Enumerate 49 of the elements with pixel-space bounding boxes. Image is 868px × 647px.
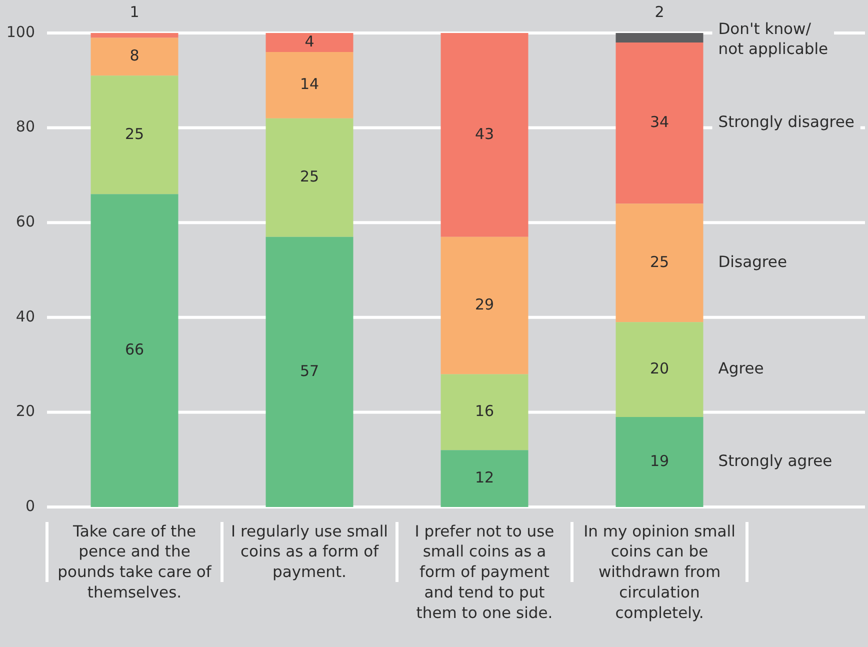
- x-tick-label: In my opinion small coins can be withdrawn from circulation completely.: [584, 522, 736, 622]
- y-tick-label: 20: [16, 402, 35, 420]
- x-tick-label: I regularly use small coins as a form of payment.: [231, 522, 388, 582]
- bar: [90, 194, 178, 507]
- data-label: 19: [650, 452, 670, 470]
- bar: [90, 76, 178, 194]
- bar: [440, 450, 528, 507]
- bar: [616, 204, 704, 322]
- bar: [266, 118, 354, 237]
- data-label: 20: [650, 359, 670, 378]
- bar: [616, 416, 704, 507]
- bar: [266, 236, 354, 507]
- bar: [440, 33, 528, 237]
- bar: [266, 33, 354, 52]
- bar: [90, 38, 178, 76]
- data-label: 66: [124, 340, 144, 358]
- series-label: Agree: [718, 360, 764, 378]
- data-label: 16: [474, 402, 494, 420]
- data-label: 43: [474, 124, 494, 143]
- data-label: 4: [304, 32, 314, 50]
- bar: [440, 236, 528, 374]
- y-tick-label: 80: [16, 118, 35, 136]
- data-label: 14: [300, 75, 320, 94]
- data-label: 1: [130, 2, 140, 21]
- bar: [616, 33, 704, 42]
- y-tick-label: 60: [16, 212, 35, 230]
- data-label: 8: [130, 46, 140, 65]
- data-label: 25: [300, 167, 320, 186]
- data-label: 34: [650, 112, 670, 131]
- data-label: 2: [654, 2, 664, 21]
- series-label: Don't know/ not applicable: [718, 20, 828, 58]
- bar: [616, 42, 704, 204]
- y-tick-label: 0: [25, 496, 35, 515]
- data-label: 12: [474, 468, 494, 486]
- bar: [440, 374, 528, 450]
- data-label: 25: [650, 252, 670, 271]
- series-label: Strongly agree: [718, 452, 832, 470]
- y-tick-label: 100: [6, 22, 35, 41]
- x-tick-label: Take care of the pence and the pounds take care of themselves.: [58, 522, 212, 602]
- data-label: 29: [474, 295, 494, 314]
- bar: [90, 33, 178, 38]
- series-label: Disagree: [718, 252, 788, 271]
- bar: [616, 322, 704, 417]
- bar: [266, 52, 354, 118]
- data-label: 57: [300, 362, 320, 380]
- data-label: 25: [124, 124, 144, 143]
- y-tick-label: 40: [16, 307, 35, 326]
- series-label: Strongly disagree: [718, 113, 854, 132]
- x-tick-label: I prefer not to use small coins as a form of payment and tend to put them to one side.: [414, 522, 554, 622]
